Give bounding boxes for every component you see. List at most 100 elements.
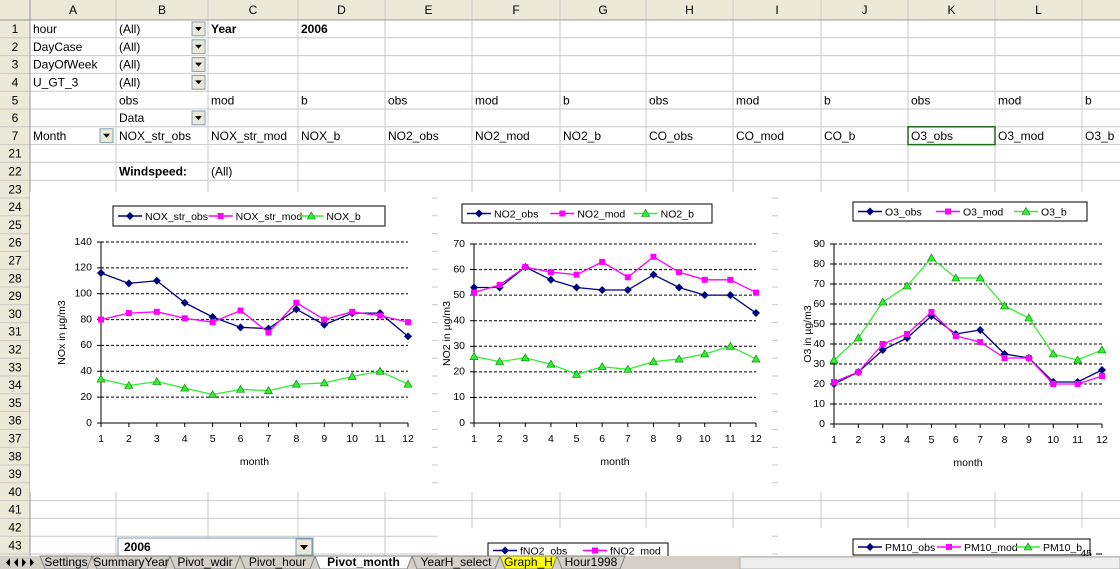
marker-triangle [572,369,582,378]
marker-square [349,308,356,315]
tab-scroll-button[interactable] [30,558,34,567]
sheet-tab[interactable] [411,555,501,569]
x-tick-label: 2 [855,434,861,446]
sheet-tab[interactable] [239,555,316,569]
row-number: 42 [8,520,22,534]
sheet-tab[interactable] [169,555,241,569]
x-tick-label: 10 [699,433,711,445]
legend-label: PM10_b [1043,542,1082,554]
y-tick-label: 120 [74,262,92,274]
row-number: 29 [8,289,22,303]
series-line [473,345,757,376]
cell-text: U_GT_3 [33,75,79,89]
x-tick-label: 12 [1096,434,1108,446]
marker-square [831,379,837,385]
cell-text: O3_obs [911,129,953,143]
marker-triangle [495,357,505,365]
marker-square [496,281,503,288]
column-letter: E [424,3,432,17]
cell-text: NOX_b [301,129,341,143]
sheet-tab[interactable] [499,555,558,569]
marker-square [209,319,216,326]
marker-triangle [648,357,658,365]
legend-label: PM10_obs [885,542,935,554]
marker-triangle [236,384,246,393]
cell-text: NOX_str_obs [119,129,191,143]
sheet-tab-label: Pivot_wdir [177,555,232,569]
x-tick-label: 5 [574,433,580,445]
row-number: 22 [8,164,22,178]
y-tick-label: 30 [813,358,825,370]
tab-scroll-button[interactable] [22,558,26,567]
x-tick-label: 8 [1002,434,1008,446]
x-tick-label: 6 [238,433,244,445]
cell-text: NOX_str_mod [211,129,287,143]
marker-square [879,341,886,347]
marker-triangle [1021,206,1031,215]
marker-square [599,258,606,265]
x-tick-label: 10 [1047,434,1059,446]
sheet-tab[interactable] [556,555,626,569]
sheet-tab[interactable] [314,555,413,569]
marker-diamond [623,286,632,295]
marker-square [522,264,529,271]
tab-scroll-button[interactable] [14,558,18,567]
marker-triangle [1048,349,1058,358]
row-number: 21 [8,147,22,161]
legend-box [852,201,1088,222]
legend-label: PM10_mod [964,542,1018,554]
marker-square [1001,355,1008,361]
column-letter: I [775,3,778,17]
y-tick-label: 140 [74,236,92,248]
x-tick-label: 9 [676,433,682,445]
y-tick-label: 20 [80,391,92,403]
row-number: 28 [8,271,22,285]
sheet-tab[interactable] [91,555,171,569]
chart-area [778,192,1120,492]
y-tick-label: 80 [813,258,825,270]
sheet-tab[interactable] [39,555,93,569]
y-tick-label: 90 [813,238,825,250]
marker-triangle [641,208,651,217]
series-line [833,311,1103,385]
row-number: 24 [8,200,22,214]
y-tick-label: 70 [813,278,825,290]
marker-square [1099,373,1105,379]
cell-text: DayCase [33,40,83,54]
marker-triangle [1024,313,1034,322]
cell-text: (All) [119,75,140,89]
legend-box [461,203,713,224]
marker-square [547,269,554,276]
x-tick-label: 1 [831,434,837,446]
x-tick-label: 8 [651,433,657,445]
marker-diamond [649,270,658,279]
horizontal-scrollbar[interactable] [739,556,1120,569]
x-tick-label: 3 [154,433,160,445]
sheet-tab-label: Pivot_hour [249,555,306,569]
y-tick-label: 70 [453,238,465,250]
marker-diamond [726,291,735,300]
marker-triangle [152,377,162,385]
legend-label: NOX_b [326,211,361,223]
marker-triangle [700,349,710,358]
y-tick-label: 40 [453,314,465,326]
legend-box [852,538,1091,556]
dropdown-arrow [195,27,202,31]
marker-triangle [263,386,273,394]
y-tick-label: 45 [1080,548,1092,560]
row-number: 23 [8,182,22,196]
y-tick-label: 60 [80,339,92,351]
x-tick-label: 11 [725,433,736,445]
legend-label: O3_b [1041,206,1067,218]
x-tick-label: 6 [953,434,959,446]
cell-text: CO_obs [649,129,693,143]
tab-scroll-button[interactable] [6,558,10,567]
legend-label: O3_obs [885,206,922,218]
x-tick-label: 1 [98,433,104,445]
marker-diamond [572,283,581,292]
x-tick-label: 2 [497,433,503,445]
y-tick-label: 0 [459,417,465,429]
x-tick-label: 8 [293,433,299,445]
marker-square [1074,381,1081,387]
